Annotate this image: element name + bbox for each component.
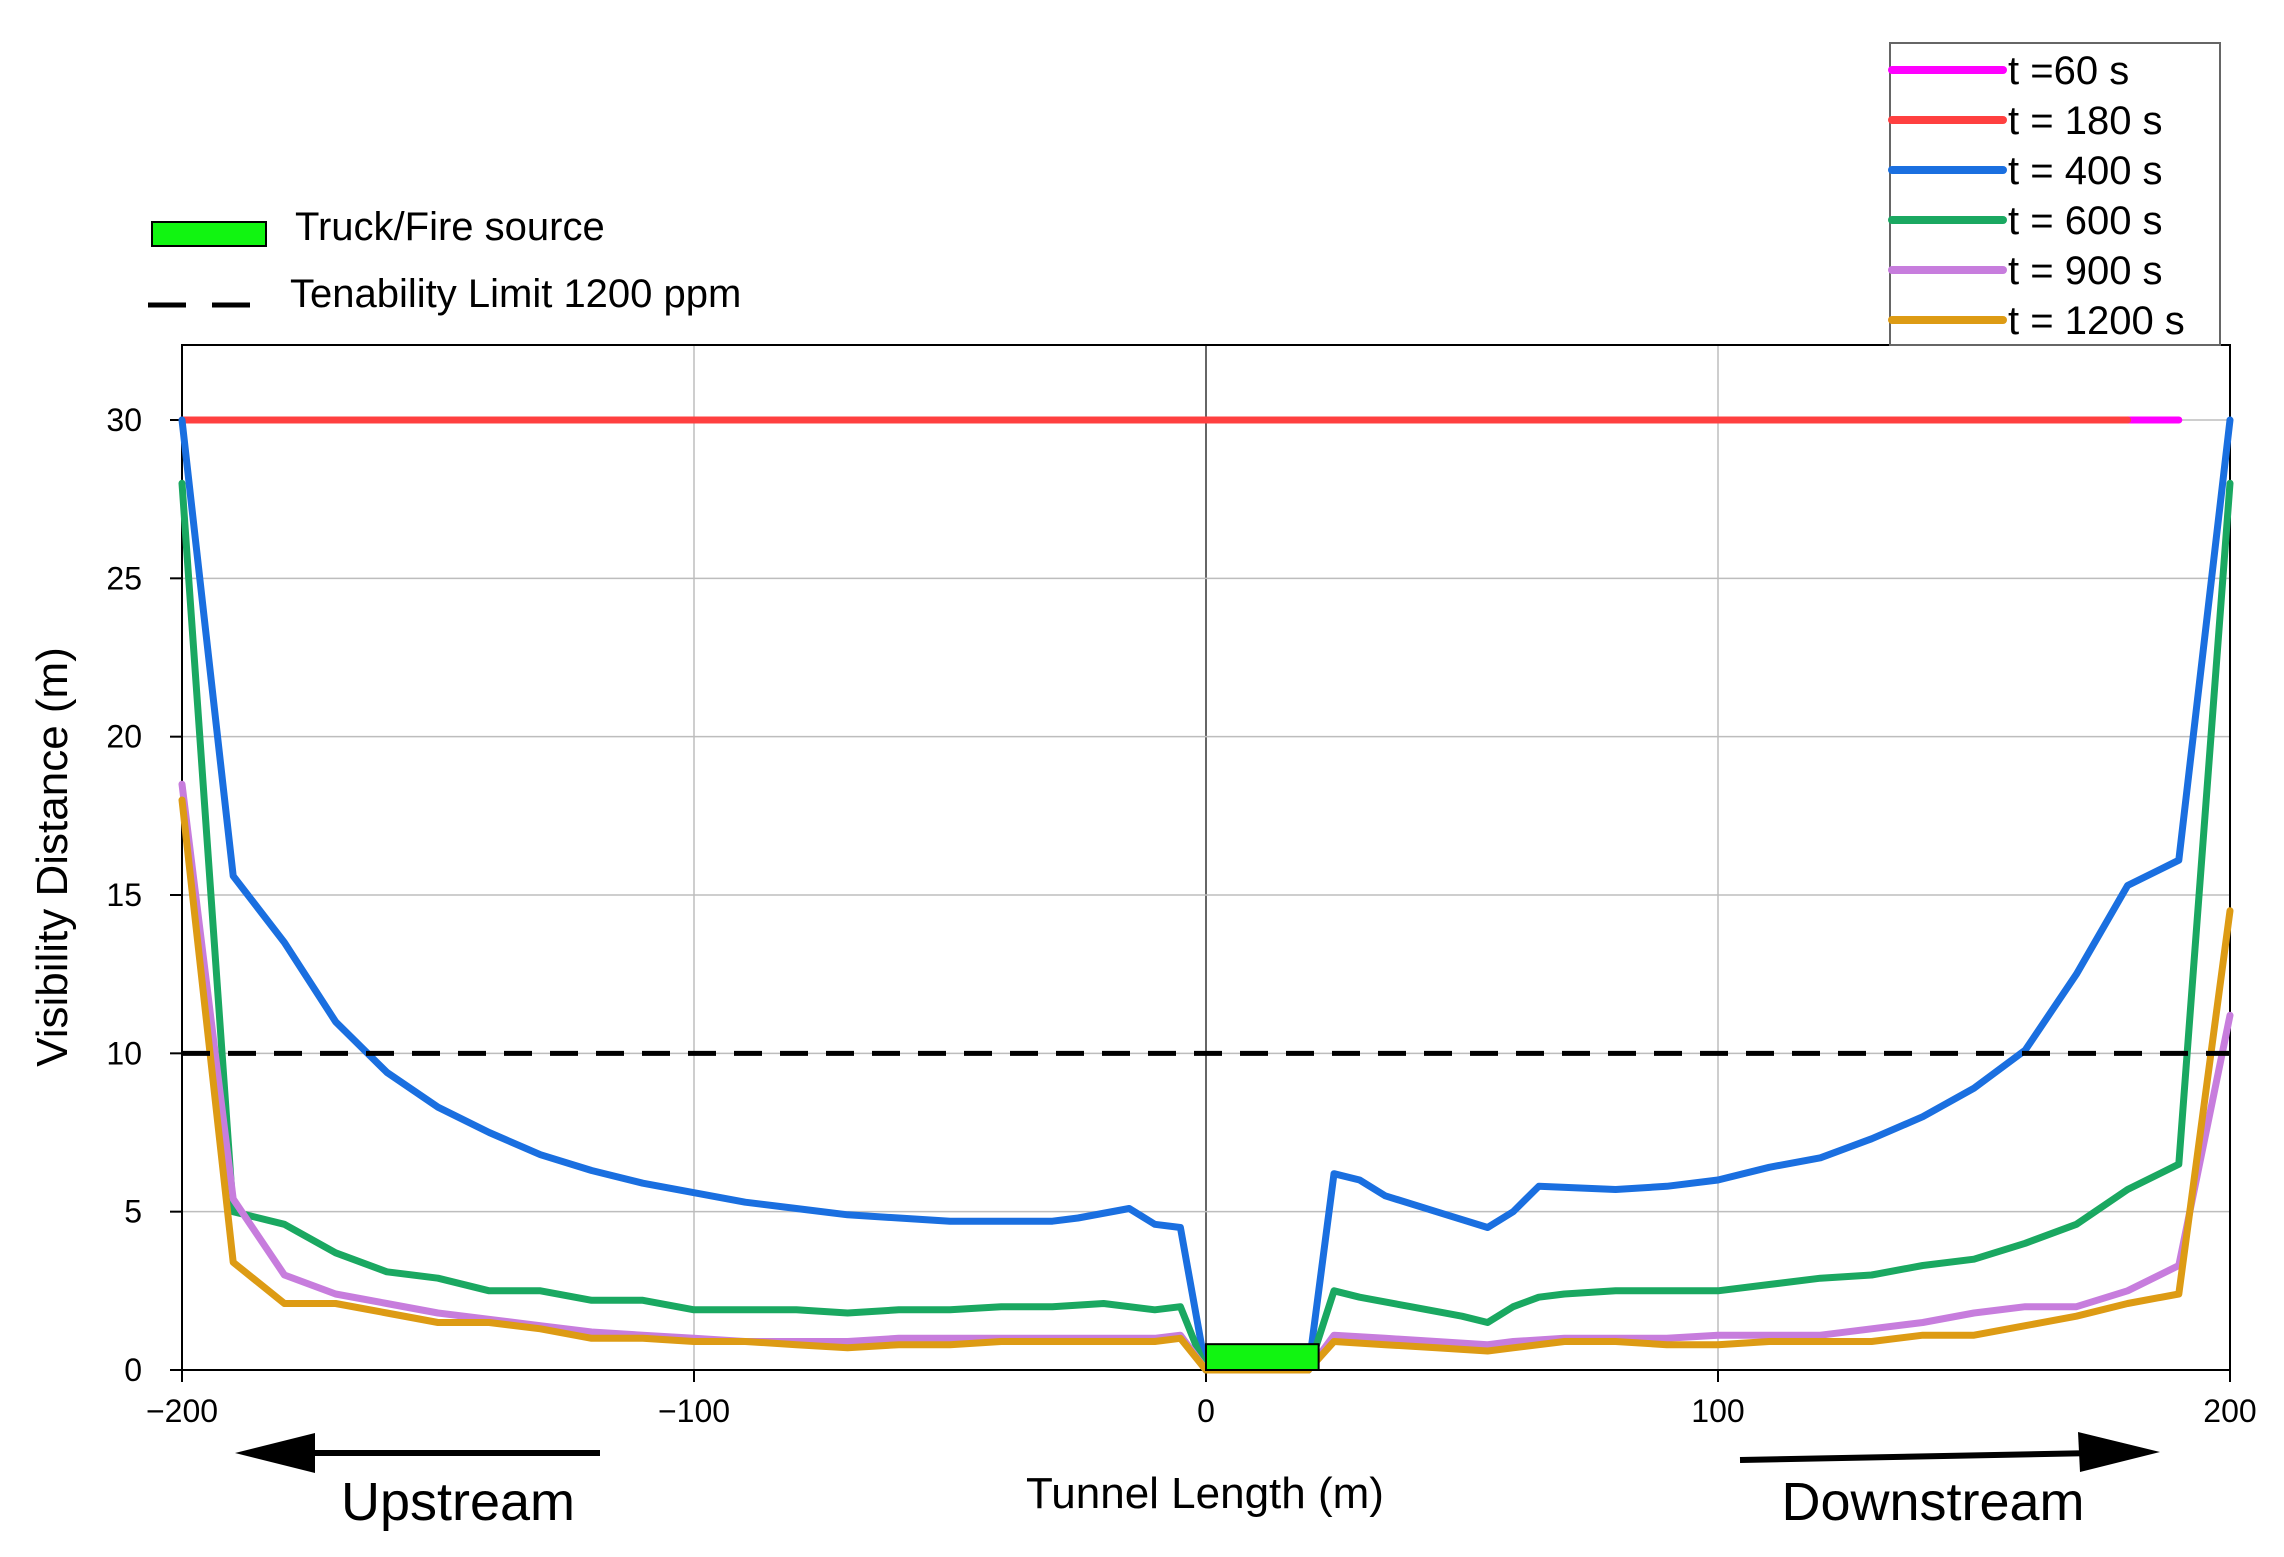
series-line-5 [178,796,2234,1374]
downstream-arrow-shaft [1739,1450,2096,1463]
x-tick-label: 0 [1197,1393,1215,1429]
legend-fire-source-label: Truck/Fire source [295,205,605,249]
legend-tenability-label: Tenability Limit 1200 ppm [290,272,741,316]
upstream-annotation: Upstream [235,1433,600,1532]
legend-box [1889,42,2221,346]
legend-label-5: t = 1200 s [2008,299,2185,343]
x-tick-label: 200 [2203,1393,2256,1429]
downstream-label: Downstream [1781,1472,2084,1532]
x-axis-title: Tunnel Length (m) [1026,1469,1384,1518]
x-tick-label: −100 [658,1393,730,1429]
series-legend: t =60 s t = 180 s t = 400 s t = 600 s t = 90… [1888,42,2221,346]
y-tick-label: 20 [106,719,142,755]
upstream-arrow-head [235,1433,315,1473]
tick-labels: −200 −100 0 100 200 0 5 10 15 20 25 30 [106,402,2256,1429]
downstream-annotation: Downstream [1739,1432,2160,1532]
downstream-arrow-head [2078,1432,2160,1472]
y-tick-label: 15 [106,877,142,913]
y-tick-label: 30 [106,402,142,438]
legend-fire-source-swatch [151,221,267,247]
x-tick-label: −200 [146,1393,218,1429]
y-axis-title: Visibility Distance (m) [28,647,77,1067]
legend-label-1: t = 180 s [2008,99,2163,143]
y-tick-label: 10 [106,1035,142,1071]
y-tick-label: 5 [124,1194,142,1230]
grid [181,345,2231,1371]
legend-label-3: t = 600 s [2008,199,2163,243]
legend-label-2: t = 400 s [2008,149,2163,193]
y-tick-label: 0 [124,1352,142,1388]
legend-label-0: t =60 s [2008,49,2129,93]
y-tick-label: 25 [106,560,142,596]
series-line-2 [178,416,2234,1374]
secondary-legend: Truck/Fire source Tenability Limit 1200 … [148,205,741,316]
fire-source-marker [1205,1343,1320,1371]
upstream-label: Upstream [341,1472,575,1532]
legend-label-4: t = 900 s [2008,249,2163,293]
x-tick-label: 100 [1691,1393,1744,1429]
